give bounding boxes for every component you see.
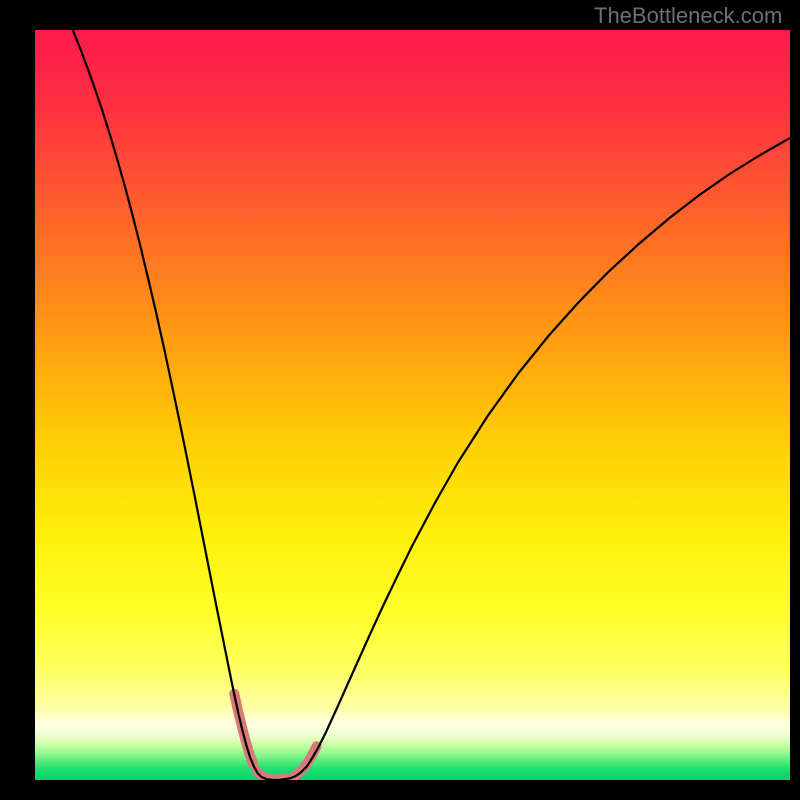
gradient-background (35, 30, 790, 780)
frame-left (0, 0, 35, 800)
plot-area (35, 30, 790, 780)
frame-bottom (0, 780, 800, 800)
chart-container: TheBottleneck.com (0, 0, 800, 800)
frame-right (790, 0, 800, 800)
watermark-text: TheBottleneck.com (594, 3, 782, 29)
